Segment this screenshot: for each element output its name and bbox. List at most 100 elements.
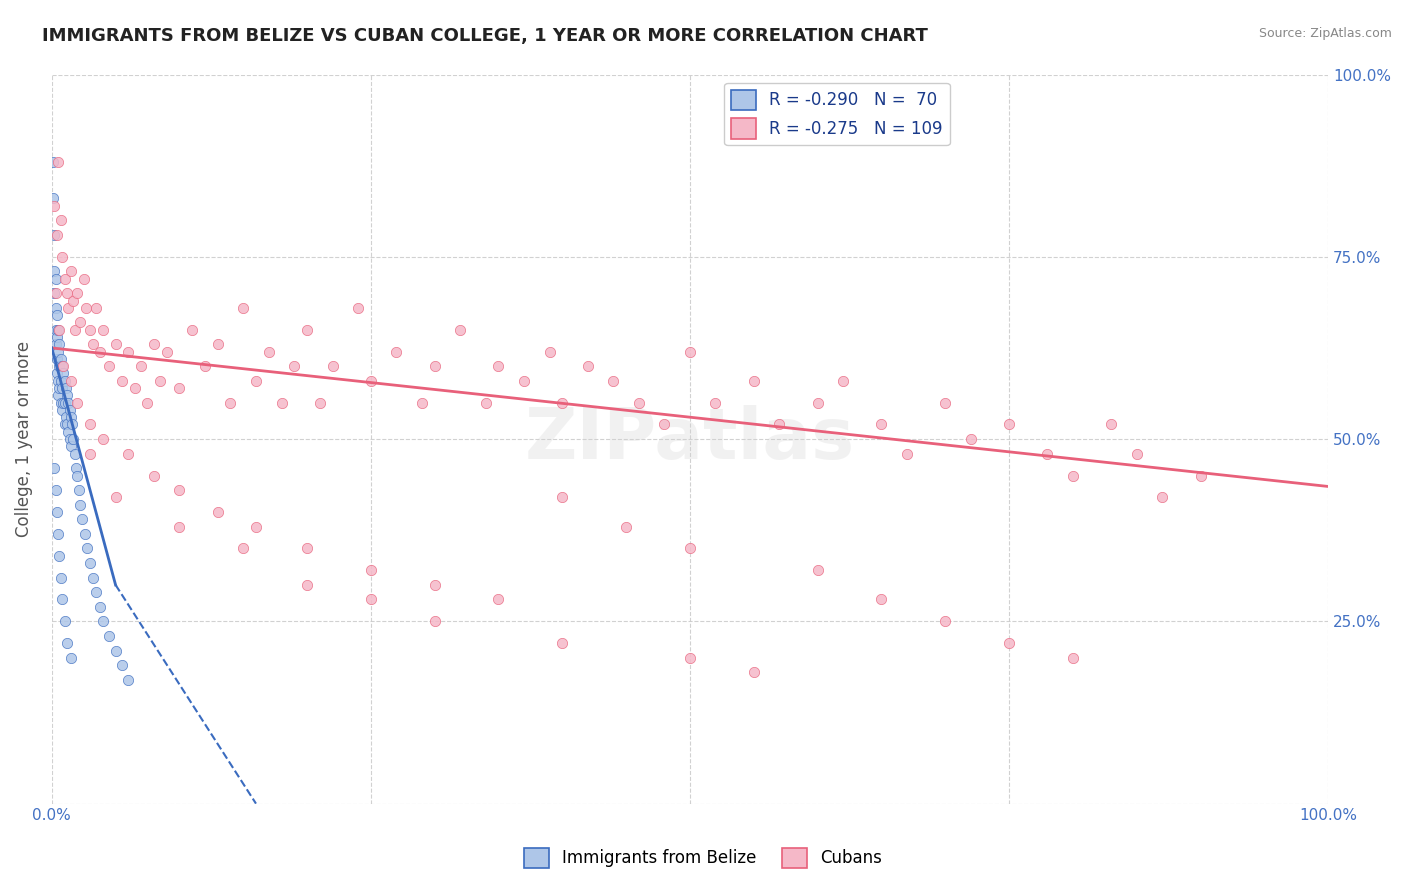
Point xyxy=(48,323,70,337)
Y-axis label: College, 1 year or more: College, 1 year or more xyxy=(15,341,32,537)
Point xyxy=(45,227,67,242)
Point xyxy=(385,344,408,359)
Point xyxy=(142,468,165,483)
Point xyxy=(52,367,75,381)
Point xyxy=(423,359,446,373)
Point xyxy=(627,395,650,409)
Point xyxy=(104,643,127,657)
Point xyxy=(1189,468,1212,483)
Point xyxy=(53,615,76,629)
Point xyxy=(295,323,318,337)
Point xyxy=(219,395,242,409)
Point xyxy=(679,541,702,556)
Point xyxy=(742,665,765,680)
Point xyxy=(59,439,82,453)
Point xyxy=(76,541,98,556)
Point xyxy=(45,308,67,322)
Point xyxy=(52,395,75,409)
Point xyxy=(360,592,382,607)
Point xyxy=(49,571,72,585)
Point xyxy=(59,432,82,446)
Point xyxy=(55,410,77,425)
Point xyxy=(449,323,471,337)
Point xyxy=(53,374,76,388)
Point xyxy=(169,381,191,395)
Point xyxy=(870,417,893,432)
Point xyxy=(1099,417,1122,432)
Point xyxy=(56,388,79,402)
Point xyxy=(1125,447,1147,461)
Point xyxy=(82,571,104,585)
Point xyxy=(46,344,69,359)
Point xyxy=(51,381,73,395)
Point xyxy=(423,615,446,629)
Point xyxy=(91,432,114,446)
Point xyxy=(51,250,73,264)
Point xyxy=(62,432,84,446)
Point xyxy=(474,395,496,409)
Point xyxy=(360,374,382,388)
Point xyxy=(614,519,637,533)
Point xyxy=(870,592,893,607)
Point xyxy=(45,351,67,366)
Point xyxy=(1152,491,1174,505)
Point xyxy=(45,337,67,351)
Legend: R = -0.290   N =  70, R = -0.275   N = 109: R = -0.290 N = 70, R = -0.275 N = 109 xyxy=(724,83,949,145)
Point xyxy=(56,286,79,301)
Point xyxy=(46,155,69,169)
Point xyxy=(45,286,67,301)
Text: Source: ZipAtlas.com: Source: ZipAtlas.com xyxy=(1258,27,1392,40)
Point xyxy=(82,337,104,351)
Point xyxy=(742,374,765,388)
Point xyxy=(270,395,292,409)
Point xyxy=(49,395,72,409)
Point xyxy=(551,395,574,409)
Point xyxy=(46,323,69,337)
Point xyxy=(63,447,86,461)
Point xyxy=(53,417,76,432)
Point xyxy=(55,381,77,395)
Point xyxy=(117,447,139,461)
Point xyxy=(48,337,70,351)
Point xyxy=(44,286,66,301)
Point xyxy=(257,344,280,359)
Point xyxy=(104,337,127,351)
Point xyxy=(142,337,165,351)
Point xyxy=(63,323,86,337)
Point xyxy=(245,374,267,388)
Point xyxy=(149,374,172,388)
Point xyxy=(79,323,101,337)
Point xyxy=(49,351,72,366)
Point xyxy=(513,374,536,388)
Point xyxy=(49,374,72,388)
Point xyxy=(704,395,727,409)
Point xyxy=(62,293,84,308)
Point xyxy=(283,359,305,373)
Point xyxy=(67,483,90,497)
Point xyxy=(60,417,83,432)
Point xyxy=(79,417,101,432)
Point xyxy=(998,417,1021,432)
Point xyxy=(79,556,101,570)
Point xyxy=(322,359,344,373)
Point xyxy=(104,491,127,505)
Point xyxy=(59,374,82,388)
Point xyxy=(52,359,75,373)
Point xyxy=(66,395,89,409)
Point xyxy=(232,301,254,315)
Point xyxy=(232,541,254,556)
Point xyxy=(934,615,956,629)
Point xyxy=(48,549,70,563)
Point xyxy=(44,461,66,475)
Point xyxy=(360,563,382,577)
Point xyxy=(58,301,80,315)
Point xyxy=(156,344,179,359)
Point xyxy=(51,592,73,607)
Point xyxy=(768,417,790,432)
Point xyxy=(49,213,72,227)
Point xyxy=(45,330,67,344)
Point xyxy=(45,367,67,381)
Point xyxy=(66,468,89,483)
Point xyxy=(806,563,828,577)
Point xyxy=(46,388,69,402)
